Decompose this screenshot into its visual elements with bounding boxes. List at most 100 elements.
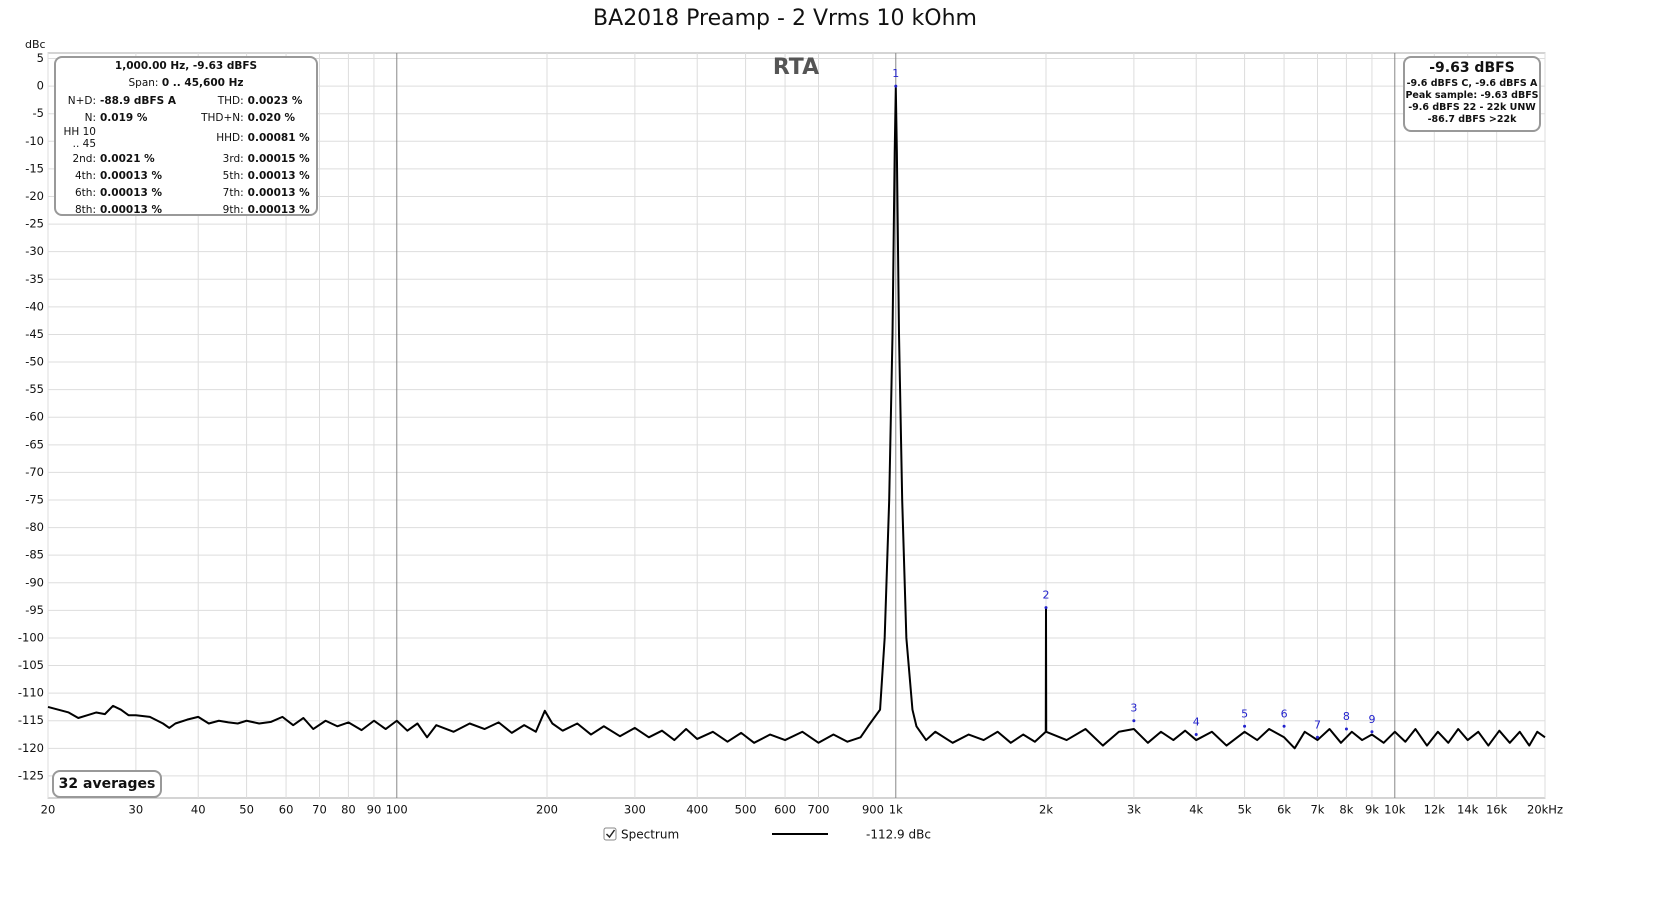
x-tick-label: 20	[41, 803, 56, 817]
readout-row: 8th: 0.00013 % 9th: 0.00013 %	[56, 201, 316, 218]
y-tick-label: -40	[25, 299, 44, 313]
readout-span: Span: 0 .. 45,600 Hz	[56, 75, 316, 92]
y-tick-label: -75	[25, 493, 44, 507]
readout-label: 4th:	[75, 169, 96, 182]
x-tick-label: 700	[808, 803, 830, 817]
chart-title: BA2018 Preamp - 2 Vrms 10 kOhm	[593, 6, 977, 31]
readout-value: -88.9 dBFS A	[100, 94, 176, 107]
y-tick-label: -20	[25, 189, 44, 203]
x-tick-label: 10k	[1384, 803, 1406, 817]
y-tick-label: -10	[25, 134, 44, 148]
y-tick-label: -15	[25, 161, 44, 175]
level-line: -86.7 dBFS >22k	[1427, 114, 1517, 125]
y-tick-label: -70	[25, 465, 44, 479]
span-label: Span:	[128, 77, 159, 89]
readout-value: 0.00013 %	[247, 169, 310, 182]
x-tick-label: 60	[279, 803, 294, 817]
readout-label: 7th:	[222, 186, 244, 199]
y-tick-label: 0	[37, 79, 44, 93]
harmonic-point	[1243, 724, 1247, 728]
x-tick-label: 300	[624, 803, 646, 817]
readout-value: 0.020 %	[247, 111, 296, 124]
readout-row: HH 10 .. 45 HHD: 0.00081 %	[56, 126, 316, 150]
y-tick-label: -25	[25, 217, 44, 231]
readout-value: 0.019 %	[100, 111, 148, 124]
y-tick-label: -45	[25, 327, 44, 341]
harmonic-label: 7	[1314, 718, 1321, 731]
harmonic-label: 5	[1241, 707, 1248, 720]
harmonic-label: 1	[892, 67, 899, 80]
readout-label: 6th:	[75, 186, 96, 199]
y-tick-label: -125	[18, 768, 44, 782]
legend-value: -112.9 dBc	[866, 828, 931, 842]
harmonic-point	[1194, 733, 1198, 737]
x-tick-label: 5k	[1238, 803, 1252, 817]
harmonic-label: 6	[1281, 707, 1288, 720]
x-tick-label: 900	[862, 803, 884, 817]
readout-label: THD:	[217, 94, 244, 107]
y-tick-label: -120	[18, 741, 44, 755]
level-line: Peak sample: -9.63 dBFS	[1405, 90, 1539, 101]
x-tick-label: 12k	[1424, 803, 1446, 817]
harmonic-label: 8	[1343, 710, 1350, 723]
x-tick-label: 80	[341, 803, 356, 817]
overlay-label: RTA	[773, 55, 819, 80]
x-tick-label: 40	[191, 803, 206, 817]
readout-value: 0.00013 %	[100, 203, 163, 216]
harmonic-label: 3	[1130, 702, 1137, 715]
readout-value: 0.00013 %	[247, 203, 310, 216]
harmonic-point	[1044, 606, 1048, 610]
y-tick-label: -5	[33, 106, 44, 120]
readout-row: 6th: 0.00013 % 7th: 0.00013 %	[56, 184, 316, 201]
y-tick-label: -60	[25, 410, 44, 424]
readout-label: 5th:	[222, 169, 244, 182]
span-value: 0 .. 45,600 Hz	[161, 77, 244, 89]
harmonic-point	[1315, 735, 1319, 739]
y-tick-label: -85	[25, 548, 44, 562]
readout-value: 0.00013 %	[100, 169, 163, 182]
x-tick-label: 3k	[1127, 803, 1141, 817]
readout-value: 0.00013 %	[100, 186, 163, 199]
readout-row: 4th: 0.00013 % 5th: 0.00013 %	[56, 167, 316, 184]
y-tick-label: -30	[25, 244, 44, 258]
x-tick-label: 50	[239, 803, 254, 817]
readout-table: N+D: -88.9 dBFS A THD: 0.0023 % N: 0.019 % THD…	[56, 92, 316, 218]
x-tick-label: 9k	[1365, 803, 1379, 817]
x-tick-label: 200	[536, 803, 558, 817]
harmonic-point	[1344, 727, 1348, 731]
readout-label: 2nd:	[72, 152, 96, 165]
y-tick-label: -65	[25, 437, 44, 451]
readout-label: 9th:	[222, 203, 244, 216]
y-tick-label: -110	[18, 686, 44, 700]
legend-label: Spectrum	[621, 828, 679, 842]
level-line: -9.6 dBFS C, -9.6 dBFS A	[1406, 78, 1538, 89]
y-tick-label: -95	[25, 603, 44, 617]
harmonic-point	[1370, 730, 1374, 734]
readout-value: 0.0021 %	[100, 152, 155, 165]
y-tick-label: -105	[18, 658, 44, 672]
harmonic-point	[1132, 719, 1136, 723]
readout-label: HHD:	[216, 132, 244, 144]
harmonic-point	[894, 84, 898, 88]
x-tick-label: 8k	[1339, 803, 1353, 817]
x-tick-label: 70	[312, 803, 327, 817]
x-tick-label: 20kHz	[1527, 803, 1563, 817]
x-tick-label: 30	[129, 803, 144, 817]
y-tick-label: -80	[25, 520, 44, 534]
y-tick-label: 5	[37, 51, 44, 65]
check-icon	[605, 829, 616, 839]
y-tick-label: -50	[25, 355, 44, 369]
y-tick-label: -100	[18, 630, 44, 644]
x-tick-label: 16k	[1486, 803, 1508, 817]
readout-value: 0.00081 %	[247, 132, 310, 144]
level-main: -9.63 dBFS	[1429, 60, 1515, 76]
x-tick-label: 4k	[1189, 803, 1203, 817]
readout-value: 0.00015 %	[247, 152, 310, 165]
readout-label: 3rd:	[222, 152, 244, 165]
x-tick-label: 1k	[889, 803, 903, 817]
readout-label: N+D:	[67, 94, 96, 107]
readout-value: 0.0023 %	[247, 94, 303, 107]
x-tick-label: 90	[367, 803, 382, 817]
readout-label: N:	[84, 111, 96, 124]
x-tick-label: 2k	[1039, 803, 1053, 817]
